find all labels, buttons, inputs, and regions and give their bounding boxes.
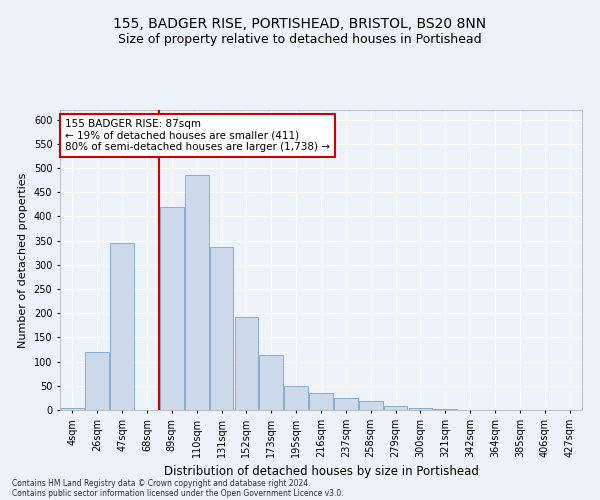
Bar	[359, 402, 383, 410]
Bar	[185, 176, 209, 410]
Bar	[110, 243, 134, 410]
Text: Contains HM Land Registry data © Crown copyright and database right 2024.: Contains HM Land Registry data © Crown c…	[12, 478, 311, 488]
Bar	[334, 398, 358, 410]
Bar	[160, 207, 184, 410]
Text: 155, BADGER RISE, PORTISHEAD, BRISTOL, BS20 8NN: 155, BADGER RISE, PORTISHEAD, BRISTOL, B…	[113, 18, 487, 32]
Text: Contains public sector information licensed under the Open Government Licence v3: Contains public sector information licen…	[12, 488, 344, 498]
Bar	[309, 393, 333, 410]
Bar	[284, 386, 308, 410]
Bar	[210, 247, 233, 410]
Bar	[384, 406, 407, 410]
Bar	[433, 409, 457, 410]
Y-axis label: Number of detached properties: Number of detached properties	[18, 172, 28, 348]
Bar	[85, 352, 109, 410]
Bar	[259, 356, 283, 410]
Bar	[235, 316, 258, 410]
Bar	[409, 408, 432, 410]
Text: Size of property relative to detached houses in Portishead: Size of property relative to detached ho…	[118, 32, 482, 46]
Text: 155 BADGER RISE: 87sqm
← 19% of detached houses are smaller (411)
80% of semi-de: 155 BADGER RISE: 87sqm ← 19% of detached…	[65, 119, 330, 152]
Bar	[61, 408, 84, 410]
X-axis label: Distribution of detached houses by size in Portishead: Distribution of detached houses by size …	[164, 466, 478, 478]
